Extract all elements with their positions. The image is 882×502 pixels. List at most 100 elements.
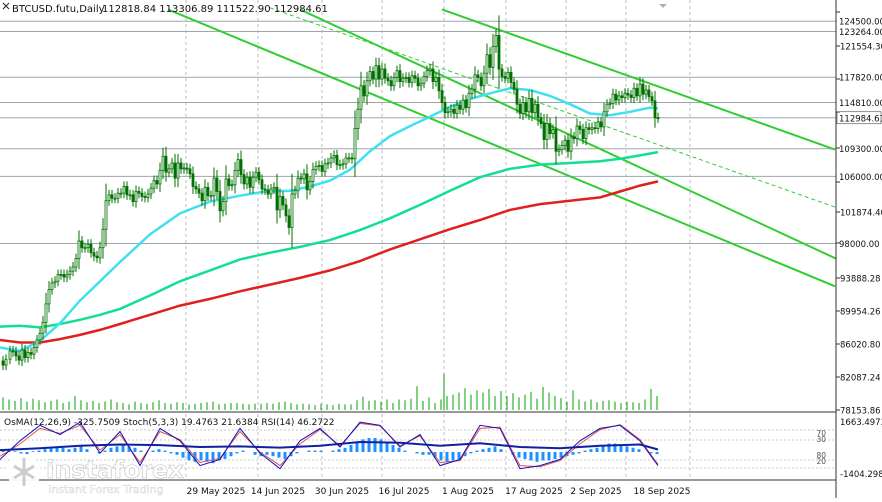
candle-body [347, 157, 351, 160]
candle-body [71, 266, 75, 272]
candle-body [512, 82, 516, 90]
osma-bar [235, 452, 239, 454]
candle-body [23, 349, 27, 358]
candle-body [503, 76, 507, 79]
osma-bar [211, 452, 215, 464]
candle-body [164, 155, 168, 173]
candle-body [11, 350, 15, 353]
level-label-box [837, 15, 881, 28]
osc-level-label: 30 [816, 435, 826, 444]
candle-body [266, 189, 270, 195]
candle-body [212, 177, 216, 197]
osc-level-label: 70 [816, 429, 826, 438]
chart-header: BTCUSD.futu,Daily 112818.84 113306.89 11… [2, 2, 328, 15]
osma-bar [493, 446, 497, 452]
candle-body [527, 97, 531, 113]
candle-body [176, 162, 180, 179]
candle-body [104, 200, 108, 230]
candle-body [95, 255, 99, 259]
candle-body [4, 358, 8, 366]
date-label: 29 May 2025 [187, 487, 246, 497]
trendline-dashed [269, 7, 837, 208]
candle-body [53, 280, 57, 284]
osma-bar [265, 452, 269, 455]
level-label-box [837, 170, 881, 183]
shift-marker-icon[interactable] [659, 4, 667, 8]
osma-bar [517, 452, 521, 458]
candle-body [263, 188, 267, 191]
candle-body [74, 258, 78, 268]
candle-body [353, 128, 357, 160]
osma-bar [535, 452, 539, 462]
candle-body [428, 68, 432, 72]
level-price-label: 98000.00 [839, 240, 880, 250]
osma-bar [379, 439, 383, 452]
candle-body [149, 187, 153, 195]
osma-bar [421, 452, 425, 455]
indicator-header: OsMA(12,26,9) -325.7509 Stoch(5,3,3) 19.… [4, 418, 335, 428]
date-label: 18 Sep 2025 [633, 487, 690, 497]
candle-body [254, 171, 258, 178]
candle-body [158, 170, 162, 185]
osma-max-label: 1663.4973 [840, 418, 882, 428]
osma-bar [175, 452, 179, 455]
trendline-upper [441, 8, 836, 151]
osma-bar [169, 452, 173, 454]
candle-body [143, 196, 147, 198]
osma-bar [625, 446, 629, 452]
candle-body [602, 111, 606, 128]
candle-body [524, 102, 528, 113]
candle-body [446, 111, 450, 114]
osma-bar [199, 452, 203, 461]
candle-body [185, 167, 189, 170]
candle-body [197, 188, 201, 194]
candle-body [401, 77, 405, 82]
candle-body [392, 76, 396, 87]
osma-bar [79, 446, 83, 452]
date-label: 16 Jul 2025 [379, 487, 430, 497]
date-label: 14 Jun 2025 [251, 487, 305, 497]
candle-body [308, 181, 312, 191]
candle-body [590, 127, 594, 130]
osma-bar [97, 452, 101, 454]
candle-body [464, 99, 468, 109]
candle-body [578, 125, 582, 130]
candle-body [617, 95, 621, 101]
candle-body [485, 54, 489, 74]
candle-body [470, 88, 474, 94]
level-label-box [837, 25, 881, 38]
candle-body [119, 192, 123, 195]
level-price-label: 124500.00 [839, 18, 882, 28]
watermark-brand: instaforex [46, 456, 184, 484]
osma-bar [313, 450, 317, 452]
candle-body [182, 167, 186, 170]
candle-body [47, 289, 51, 305]
candle-body [146, 193, 150, 198]
candle-body [101, 228, 105, 249]
rsi-line [0, 440, 659, 452]
osma-bar [385, 442, 389, 452]
osma-bar [187, 452, 191, 461]
candle-body [299, 177, 303, 180]
moving-averages [0, 87, 659, 353]
candle-body [560, 144, 564, 150]
candle-body [434, 76, 438, 82]
osma-bar [529, 452, 533, 461]
candle-body [332, 155, 336, 159]
candle-body [545, 123, 549, 140]
horizontal-levels [0, 20, 836, 245]
candle-body [647, 89, 651, 98]
candle-body [620, 95, 624, 98]
candle-body [1, 360, 5, 366]
osma-bar [469, 452, 473, 454]
candle-body [230, 184, 234, 187]
osma-bar [151, 450, 155, 452]
osma-bar [589, 449, 593, 452]
osma-bar [619, 445, 623, 452]
osma-bar [331, 450, 335, 452]
osma-bar [487, 447, 491, 452]
candle-body [26, 352, 30, 358]
